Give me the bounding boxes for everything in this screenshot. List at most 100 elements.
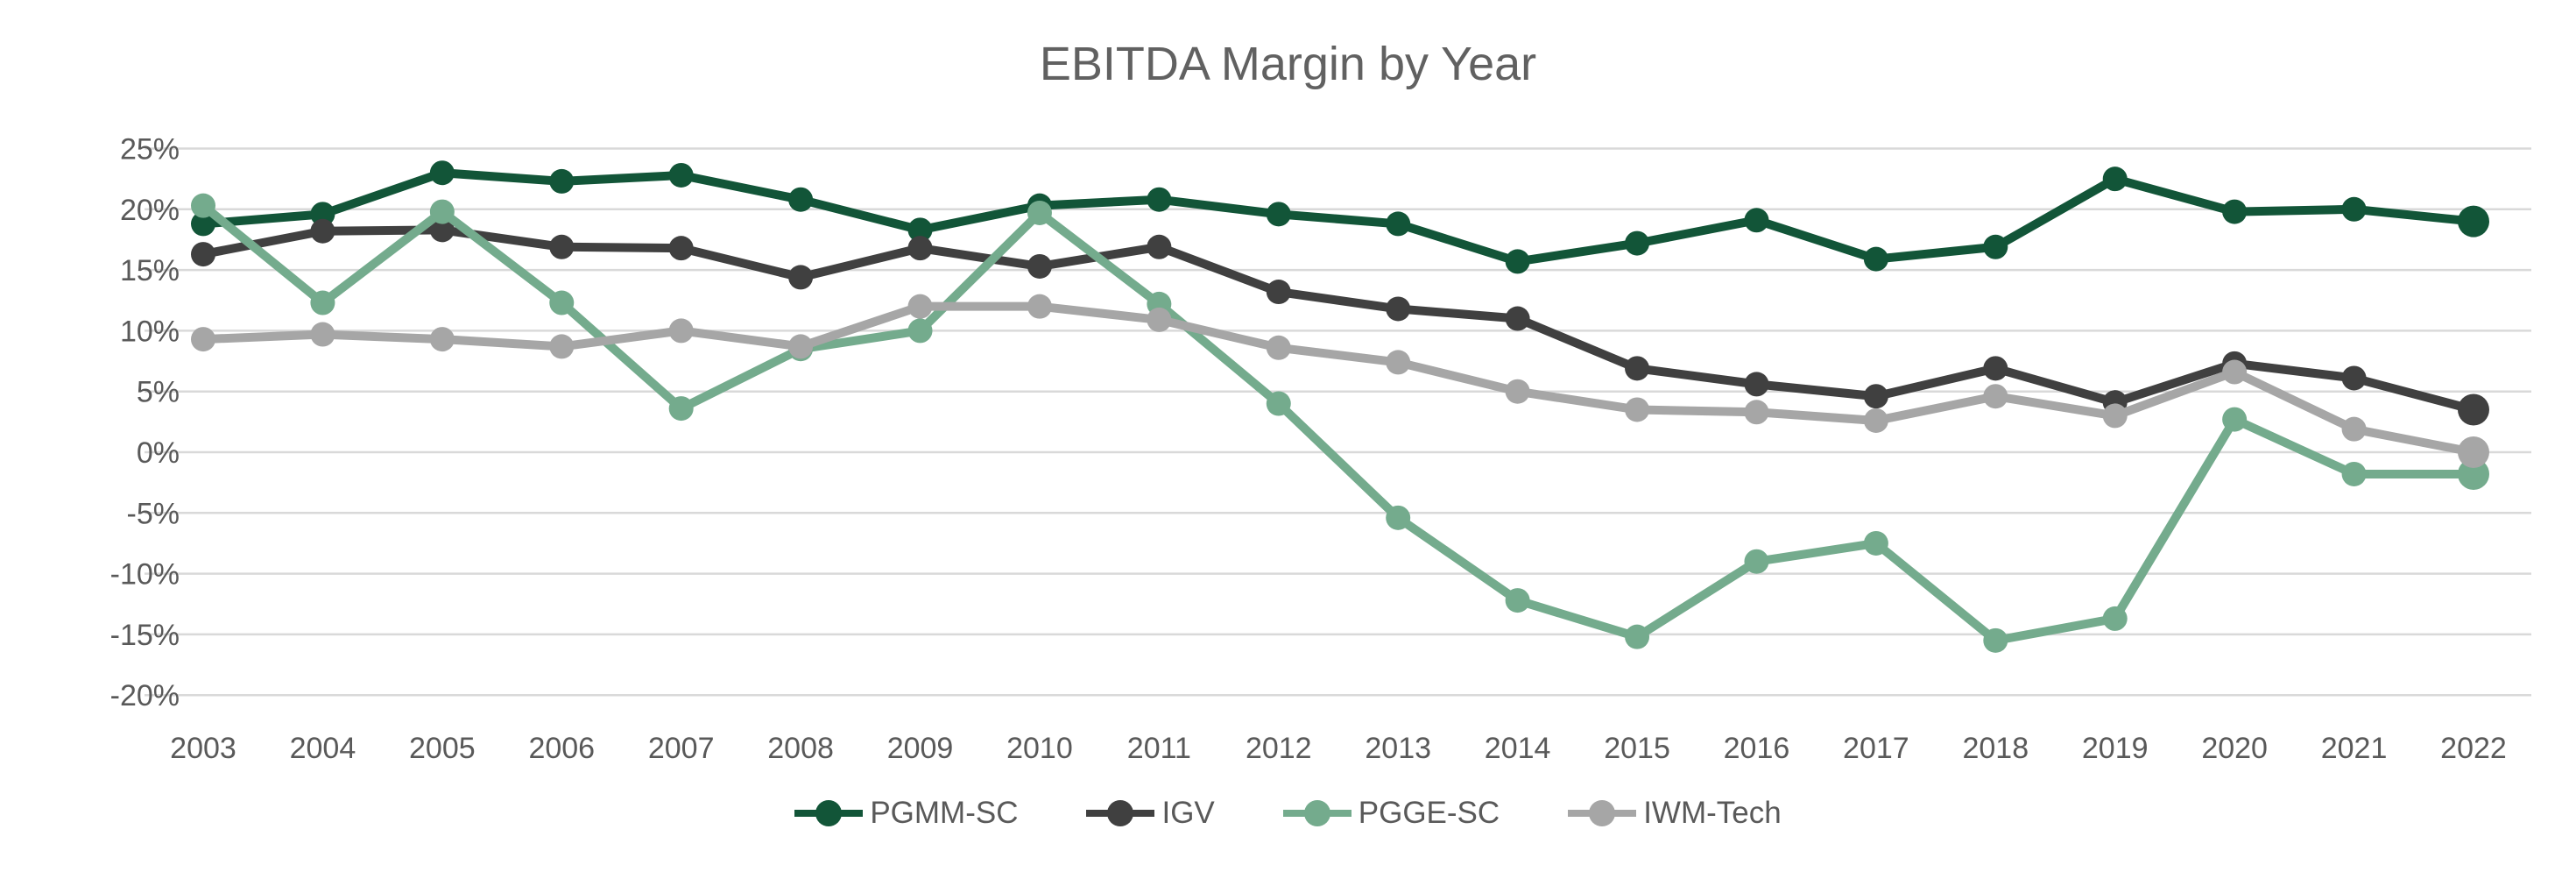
x-axis-tick-label: 2016 <box>1724 732 1790 765</box>
data-point-pgmm-sc <box>907 217 933 243</box>
data-point-iwm-tech <box>429 327 455 352</box>
y-axis-tick-label: 0% <box>137 436 180 470</box>
data-point-pgmm-sc <box>2102 167 2128 192</box>
legend-item-pgge-sc[interactable]: PGGE-SC <box>1282 796 1500 831</box>
x-axis-tick-label: 2015 <box>1604 732 1670 765</box>
data-point-iwm-tech <box>2222 359 2248 385</box>
data-point-pgge-sc <box>2222 407 2248 432</box>
data-point-iwm-tech <box>549 334 575 359</box>
data-point-igv <box>1505 306 1530 331</box>
x-axis-tick-label: 2022 <box>2440 732 2507 765</box>
data-point-pgmm-sc <box>1386 211 1411 237</box>
data-point-pgge-sc <box>191 193 215 218</box>
y-axis-tick-label: 10% <box>120 315 180 348</box>
data-point-igv <box>2457 393 2489 426</box>
legend-item-iwm-tech[interactable]: IWM-Tech <box>1568 796 1782 831</box>
data-point-pgmm-sc <box>1147 187 1172 212</box>
data-point-iwm-tech <box>2341 416 2367 442</box>
x-axis-tick-label: 2008 <box>767 732 834 765</box>
x-axis-tick-label: 2003 <box>170 732 236 765</box>
data-point-pgmm-sc <box>1863 246 1888 272</box>
data-point-igv <box>429 217 455 243</box>
data-point-iwm-tech <box>907 294 933 319</box>
data-point-igv <box>1386 296 1411 322</box>
data-point-iwm-tech <box>668 318 694 344</box>
data-point-iwm-tech <box>2102 403 2128 429</box>
data-point-pgmm-sc <box>1266 202 1291 227</box>
data-point-pgge-sc <box>1386 505 1411 530</box>
y-axis-tick-label: -10% <box>110 558 180 592</box>
legend-series-marker-icon <box>1282 800 1352 826</box>
chart-title: EBITDA Margin by Year <box>1039 38 1537 90</box>
x-axis-tick-label: 2005 <box>409 732 476 765</box>
x-axis-tick-label: 2010 <box>1006 732 1073 765</box>
x-axis-tick-label: 2019 <box>2082 732 2149 765</box>
data-point-pgge-sc <box>1744 549 1769 574</box>
series-line-pgmm-sc <box>199 168 2478 266</box>
data-point-iwm-tech <box>191 327 215 352</box>
data-point-igv <box>1266 280 1291 305</box>
data-point-pgmm-sc <box>429 160 455 186</box>
x-axis-tick-label: 2021 <box>2321 732 2388 765</box>
data-point-iwm-tech <box>1266 335 1291 360</box>
legend-item-pgmm-sc[interactable]: PGMM-SC <box>794 796 1018 831</box>
x-axis-tick-label: 2014 <box>1485 732 1551 765</box>
data-point-igv <box>668 236 694 261</box>
data-point-iwm-tech <box>788 334 814 359</box>
data-point-pgge-sc <box>2102 606 2128 631</box>
data-point-igv <box>907 236 933 261</box>
legend-item-igv[interactable]: IGV <box>1086 796 1215 831</box>
legend-label: PGGE-SC <box>1358 796 1500 830</box>
data-point-iwm-tech <box>1625 397 1650 422</box>
legend-label: IGV <box>1161 796 1215 830</box>
data-point-pgge-sc <box>2457 457 2489 490</box>
data-point-iwm-tech <box>1147 307 1172 332</box>
series-line-pgge-sc <box>199 201 2478 645</box>
series-line-iwm-tech <box>199 301 2478 457</box>
data-point-iwm-tech <box>1744 400 1769 425</box>
legend-label: IWM-Tech <box>1643 796 1782 830</box>
data-point-pgmm-sc <box>1625 230 1650 256</box>
data-point-igv <box>1027 253 1052 279</box>
x-axis-tick-label: 2004 <box>290 732 356 765</box>
data-point-pgmm-sc <box>1505 249 1530 274</box>
data-point-iwm-tech <box>1505 379 1530 404</box>
series-line-igv <box>199 225 2478 415</box>
data-point-pgmm-sc <box>2341 196 2367 222</box>
data-point-igv <box>1625 356 1650 381</box>
data-point-pgmm-sc <box>2457 205 2489 237</box>
y-axis-tick-label: 5% <box>137 376 180 409</box>
x-axis-tick-label: 2009 <box>887 732 954 765</box>
data-point-iwm-tech <box>1027 294 1052 319</box>
data-point-pgmm-sc <box>1744 208 1769 233</box>
data-point-pgmm-sc <box>549 168 575 194</box>
x-axis-tick-label: 2018 <box>1962 732 2029 765</box>
data-point-pgge-sc <box>310 290 335 315</box>
data-point-pgmm-sc <box>191 211 215 237</box>
y-axis-tick-label: 15% <box>120 254 180 287</box>
x-axis-tick-label: 2013 <box>1365 732 1431 765</box>
data-point-pgmm-sc <box>310 202 335 227</box>
data-point-igv <box>549 234 575 259</box>
y-axis-tick-label: -5% <box>127 497 180 530</box>
data-point-pgge-sc <box>668 396 694 422</box>
data-point-pgge-sc <box>2341 461 2367 486</box>
data-point-pgge-sc <box>1505 588 1530 613</box>
data-point-igv <box>2341 365 2367 391</box>
data-point-iwm-tech <box>310 322 335 347</box>
data-point-pgmm-sc <box>668 162 694 188</box>
data-point-iwm-tech <box>1983 384 2008 409</box>
legend-label: PGMM-SC <box>870 796 1019 830</box>
data-point-pgmm-sc <box>2222 199 2248 224</box>
data-point-igv <box>191 242 215 267</box>
legend-series-marker-icon <box>1568 800 1637 826</box>
x-axis-tick-label: 2007 <box>648 732 715 765</box>
data-point-igv <box>788 265 814 290</box>
data-point-pgge-sc <box>1625 624 1650 649</box>
data-point-pgge-sc <box>907 318 933 344</box>
y-axis-tick-label: 25% <box>120 133 180 167</box>
data-point-pgge-sc <box>1266 391 1291 416</box>
data-point-pgmm-sc <box>788 187 814 212</box>
